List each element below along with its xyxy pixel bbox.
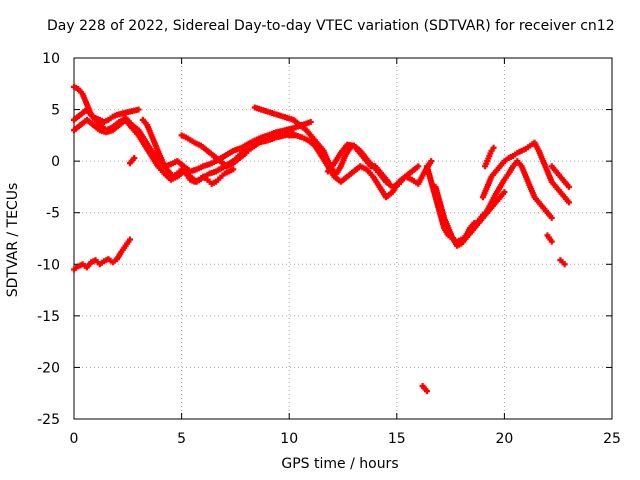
data-point — [428, 158, 435, 165]
x-tick-label: 20 — [495, 431, 513, 447]
data-marks — [71, 83, 572, 395]
y-tick-label: -15 — [37, 309, 60, 325]
plot-frame — [73, 57, 613, 420]
x-tick-label: 15 — [388, 431, 406, 447]
data-point — [548, 238, 555, 245]
data-point — [423, 388, 430, 395]
x-tick-label: 25 — [603, 431, 621, 447]
series-s12 — [466, 158, 555, 237]
series-s17 — [557, 257, 568, 268]
series-s7 — [286, 132, 435, 201]
data-point — [415, 163, 422, 170]
series-s16 — [544, 232, 555, 245]
series-s8 — [324, 141, 422, 190]
data-point — [565, 183, 572, 190]
data-point — [243, 149, 250, 156]
data-point — [548, 214, 555, 221]
series-s13 — [548, 163, 572, 190]
y-tick-label: -20 — [37, 360, 60, 376]
y-tick-label: 5 — [51, 103, 60, 119]
y-tick-label: -10 — [37, 257, 60, 273]
data-point — [135, 106, 142, 113]
data-point — [565, 199, 572, 206]
series-s4 — [178, 132, 250, 170]
series-s11 — [479, 139, 572, 206]
series-s5 — [139, 116, 237, 187]
series-s18 — [419, 382, 430, 395]
y-axis-label: SDTVAR / TECUs — [4, 182, 21, 298]
x-axis-label: GPS time / hours — [281, 456, 399, 472]
y-tick-label: -5 — [46, 206, 60, 222]
series-s14 — [482, 144, 497, 170]
data-point — [307, 118, 314, 125]
series-s1 — [71, 83, 142, 125]
y-tick-label: 10 — [42, 51, 60, 67]
y-tick-label: -25 — [37, 412, 60, 428]
data-point — [561, 261, 568, 268]
data-point — [490, 144, 497, 151]
data-point — [230, 166, 237, 173]
data-point — [501, 189, 508, 196]
data-point — [126, 236, 133, 243]
x-tick-label: 0 — [70, 431, 79, 447]
y-tick-label: 0 — [51, 154, 60, 170]
x-tick-label: 5 — [177, 431, 186, 447]
grid — [74, 58, 612, 419]
series-s15 — [71, 236, 133, 273]
data-point — [131, 155, 138, 162]
axis-ticks: 0 5 10 15 20 25 10 5 0 -5 -10 -15 -20 -25 — [37, 51, 621, 447]
x-tick-label: 10 — [280, 431, 298, 447]
series-s19 — [126, 155, 138, 167]
